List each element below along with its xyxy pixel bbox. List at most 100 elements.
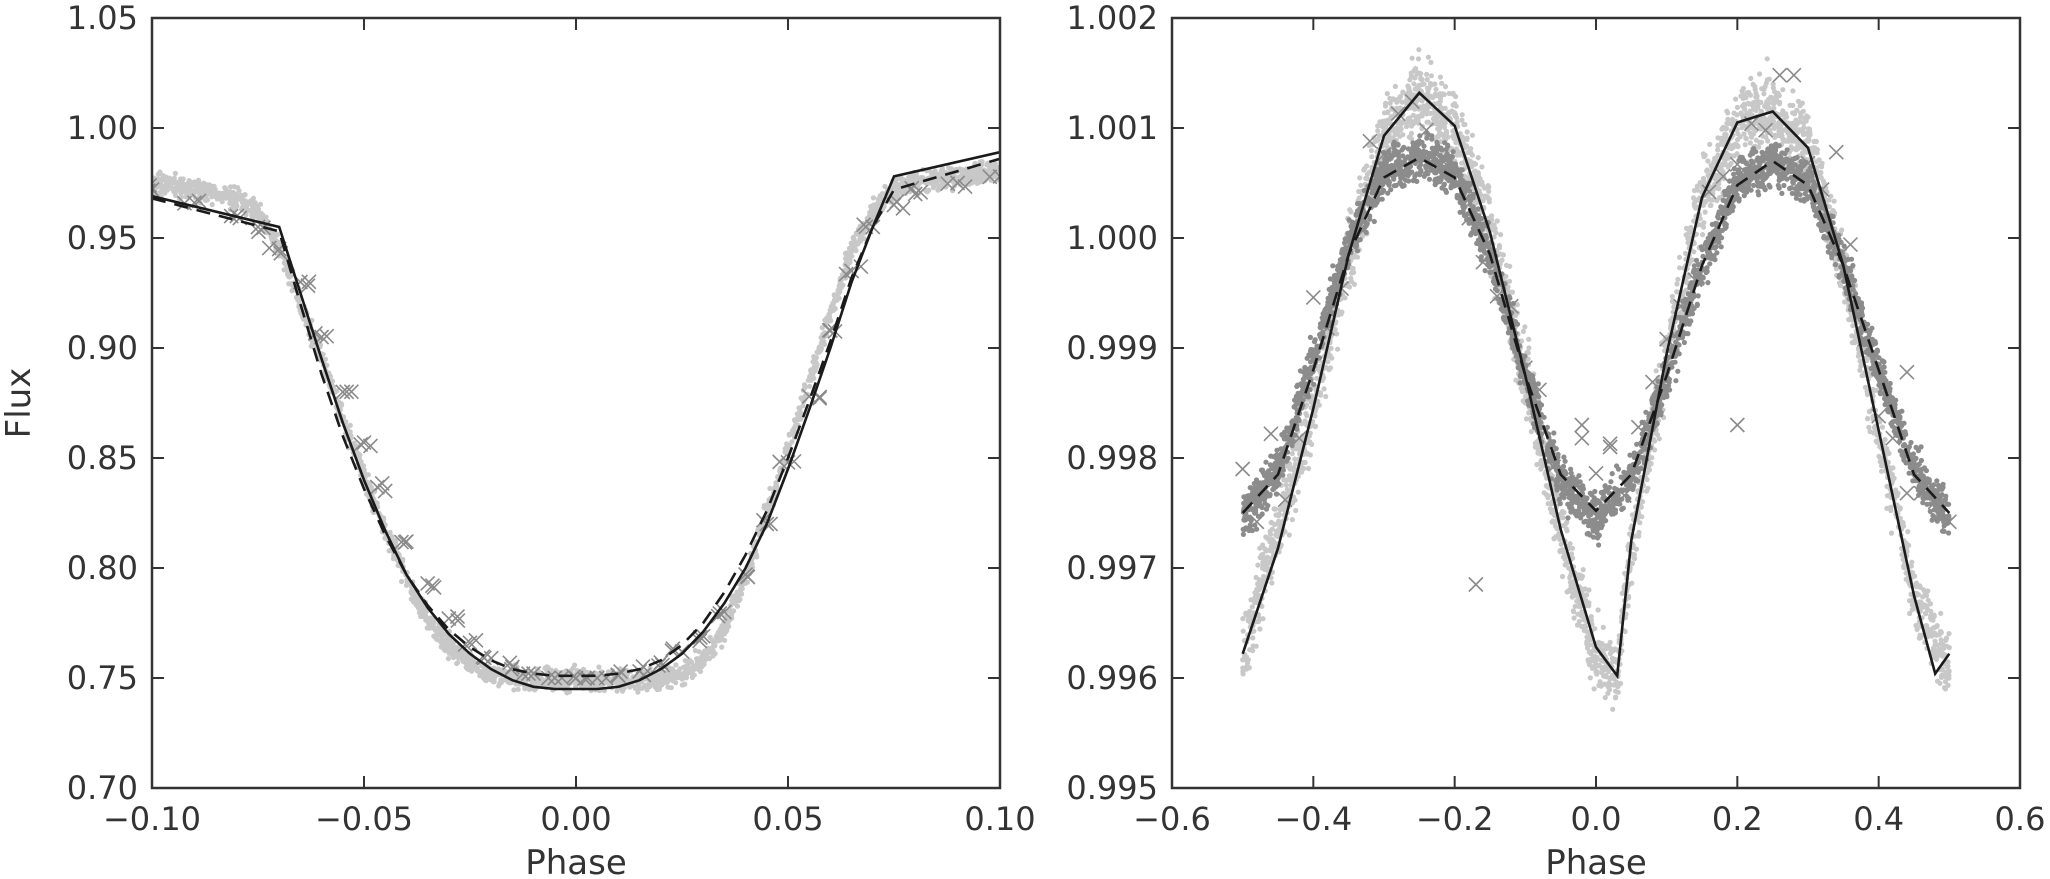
left-cloud-point <box>673 680 679 686</box>
left-cloud-point <box>680 672 687 678</box>
right-cloud-point <box>1913 622 1919 629</box>
left-cloud-point <box>935 187 941 193</box>
right-cloud-point <box>1676 254 1683 260</box>
right-cloud-point <box>1707 141 1713 147</box>
left-cloud-point <box>248 198 254 204</box>
right-cloud-point <box>1674 281 1680 287</box>
right-cloud-point <box>1305 465 1312 472</box>
left-cloud-point <box>460 655 466 661</box>
right-cloud-point <box>1446 90 1452 97</box>
left-cloud-point <box>269 235 275 241</box>
right-cloud-point <box>1498 232 1504 238</box>
left-cloud-point <box>215 193 221 200</box>
left-cross-marker <box>957 179 973 195</box>
left-cloud-point <box>288 281 294 287</box>
left-x-tick-label: −0.05 <box>315 800 413 838</box>
left-cloud-point <box>233 202 240 208</box>
right-cloud-point <box>1408 70 1414 76</box>
left-cross-marker <box>692 629 708 646</box>
left-cloud-point <box>239 204 246 210</box>
left-cloud-point <box>692 664 698 670</box>
right-cloud-point <box>1348 209 1354 215</box>
left-cloud-point <box>731 593 737 599</box>
right-cloud-point <box>1289 451 1295 457</box>
right-cloud-point <box>1257 616 1263 622</box>
right-light-gray-band-cloud <box>1240 47 1952 712</box>
right-cloud-point <box>1691 249 1697 255</box>
left-solid-line <box>152 150 1000 691</box>
right-cloud-point <box>1441 124 1448 130</box>
left-cloud-point <box>973 166 979 172</box>
left-cloud-point <box>926 187 932 193</box>
left-cross-marker <box>665 641 681 657</box>
left-cross-marker <box>904 180 920 196</box>
left-cross-marker <box>362 438 379 454</box>
left-cloud-point <box>596 664 602 670</box>
left-cloud-point <box>958 166 964 172</box>
left-cross-marker <box>250 224 267 240</box>
right-cloud-point <box>1629 512 1635 518</box>
left-cloud-point <box>753 551 759 557</box>
left-cross-marker <box>502 655 518 671</box>
right-cloud-point <box>1469 132 1475 138</box>
right-cloud-point <box>1586 587 1592 593</box>
left-cloud-point <box>192 181 198 187</box>
left-cloud-point <box>204 197 211 203</box>
left-cross-marker <box>449 608 466 625</box>
left-cloud-point <box>786 431 792 437</box>
left-cloud-point <box>242 192 248 198</box>
left-cross-marker <box>397 534 413 550</box>
right-cloud-point <box>1358 182 1364 188</box>
right-cloud-point <box>1325 359 1331 365</box>
left-cloud-point <box>796 405 802 411</box>
left-cloud-point <box>930 184 937 191</box>
left-cloud-point <box>356 455 362 461</box>
left-cloud-point <box>235 196 241 202</box>
left-cloud-point <box>805 377 811 383</box>
right-cloud-point <box>1750 100 1757 106</box>
left-cross-marker <box>580 670 596 686</box>
right-cloud-point <box>1830 207 1836 214</box>
right-cloud-point <box>1397 125 1403 131</box>
left-cloud-point <box>794 417 800 423</box>
left-cloud-point <box>347 422 353 428</box>
right-cloud-point <box>1526 336 1532 342</box>
left-cloud-point <box>965 174 972 180</box>
right-cloud-point <box>1424 76 1430 83</box>
left-cloud-point <box>399 578 405 585</box>
right-cloud-point <box>1776 101 1783 107</box>
left-crosses <box>152 168 1000 687</box>
left-cloud-point <box>445 656 451 662</box>
left-cloud-point <box>187 190 193 196</box>
right-cloud-point <box>1735 131 1741 137</box>
left-cloud-point <box>807 383 813 389</box>
left-cloud-point <box>800 403 806 409</box>
left-x-tick-label: 0.00 <box>540 800 611 838</box>
left-cloud-point <box>561 678 567 685</box>
left-cloud-point <box>159 183 165 189</box>
left-cloud-point <box>714 637 721 643</box>
left-cross-marker <box>319 328 335 344</box>
left-cloud-point <box>438 644 444 650</box>
left-cross-marker <box>526 666 542 682</box>
left-light-gray-points-cloud <box>152 159 1000 696</box>
left-y-axis-label: Flux <box>0 368 39 439</box>
left-y-tick-label: 0.75 <box>67 659 138 697</box>
right-cloud-point <box>1715 152 1721 158</box>
right-cloud-point <box>1799 100 1805 106</box>
left-cloud-point <box>228 200 234 206</box>
left-cloud-point <box>254 211 260 217</box>
left-dashed-line <box>152 157 1000 678</box>
right-cloud-point <box>1364 163 1370 169</box>
left-cloud-point <box>987 164 993 170</box>
right-cloud-point <box>1439 80 1445 86</box>
left-plot-panel: −0.10 −0.05 0.00 0.05 0.100.700.750.800.850.… <box>0 0 1036 879</box>
right-cloud-point <box>1595 607 1601 613</box>
right-cloud-point <box>1375 128 1381 134</box>
right-cloud-point <box>1351 269 1357 275</box>
left-cross-marker <box>520 665 537 682</box>
left-cloud-point <box>819 325 825 331</box>
left-cloud-point <box>845 258 851 264</box>
left-cloud-point <box>227 184 234 190</box>
right-cloud-point <box>1770 81 1776 87</box>
